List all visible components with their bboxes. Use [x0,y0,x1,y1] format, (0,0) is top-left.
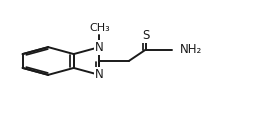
Text: NH₂: NH₂ [180,43,202,56]
Text: CH₃: CH₃ [89,23,110,33]
Text: S: S [142,29,149,42]
Text: N: N [95,68,104,81]
Text: N: N [95,41,104,54]
